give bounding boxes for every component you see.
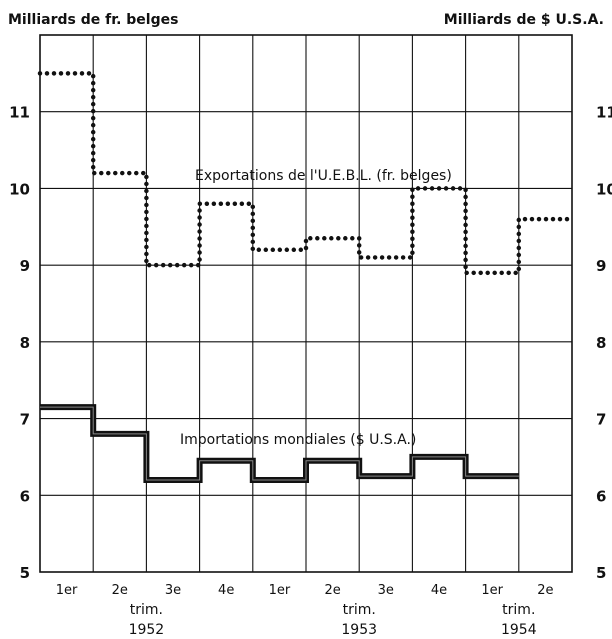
left-axis-label: Milliards de fr. belges xyxy=(8,12,178,28)
chart-series xyxy=(37,71,575,483)
export-series-line xyxy=(37,71,575,276)
chart-labels: Milliards de fr. belges Milliards de $ U… xyxy=(8,12,604,448)
y-tick-label-right: 6 xyxy=(596,487,606,505)
x-group-trim-label: trim. xyxy=(343,602,376,618)
x-tick-label: 3e xyxy=(378,583,394,598)
y-tick-label-right: 5 xyxy=(596,564,606,582)
right-axis-label: Milliards de $ U.S.A. xyxy=(444,12,604,28)
x-group-trim-label: trim. xyxy=(130,602,163,618)
y-tick-label-left: 8 xyxy=(20,334,30,352)
x-tick-label: 3e xyxy=(165,583,181,598)
x-tick-label: 4e xyxy=(431,583,447,598)
x-group-year-label: 1954 xyxy=(501,622,537,638)
y-tick-label-right: 10 xyxy=(596,180,612,198)
y-tick-label-left: 10 xyxy=(9,180,30,198)
export-series-label: Exportations de l'U.E.B.L. (fr. belges) xyxy=(195,168,452,184)
chart-grid xyxy=(39,34,573,573)
x-group-trim-label: trim. xyxy=(502,602,535,618)
y-tick-label-left: 11 xyxy=(9,104,30,122)
x-tick-label: 2e xyxy=(537,583,553,598)
y-tick-label-left: 7 xyxy=(20,411,30,429)
x-tick-label: 1er xyxy=(56,583,78,598)
y-tick-label-right: 9 xyxy=(596,257,606,275)
x-group-year-label: 1952 xyxy=(129,622,165,638)
import-series-highlight xyxy=(40,406,519,481)
x-tick-label: 1er xyxy=(481,583,503,598)
y-tick-label-left: 6 xyxy=(20,487,30,505)
x-group-year-label: 1953 xyxy=(341,622,377,638)
y-tick-label-right: 7 xyxy=(596,411,606,429)
y-tick-label-left: 5 xyxy=(20,564,30,582)
y-tick-label-right: 11 xyxy=(596,104,612,122)
y-tick-label-left: 9 xyxy=(20,257,30,275)
x-tick-label: 2e xyxy=(324,583,340,598)
import-series-label: Importations mondiales ($ U.S.A.) xyxy=(180,432,416,448)
y-tick-label-right: 8 xyxy=(596,334,606,352)
x-tick-label: 2e xyxy=(112,583,128,598)
x-tick-label: 1er xyxy=(269,583,291,598)
chart-ticks: 5 5 6 6 7 7 8 8 9 9 10 10 11 11 1er 2e 3e 4e 1er 2e 3e 4e 1er 2… xyxy=(9,104,612,638)
x-tick-label: 4e xyxy=(218,583,234,598)
